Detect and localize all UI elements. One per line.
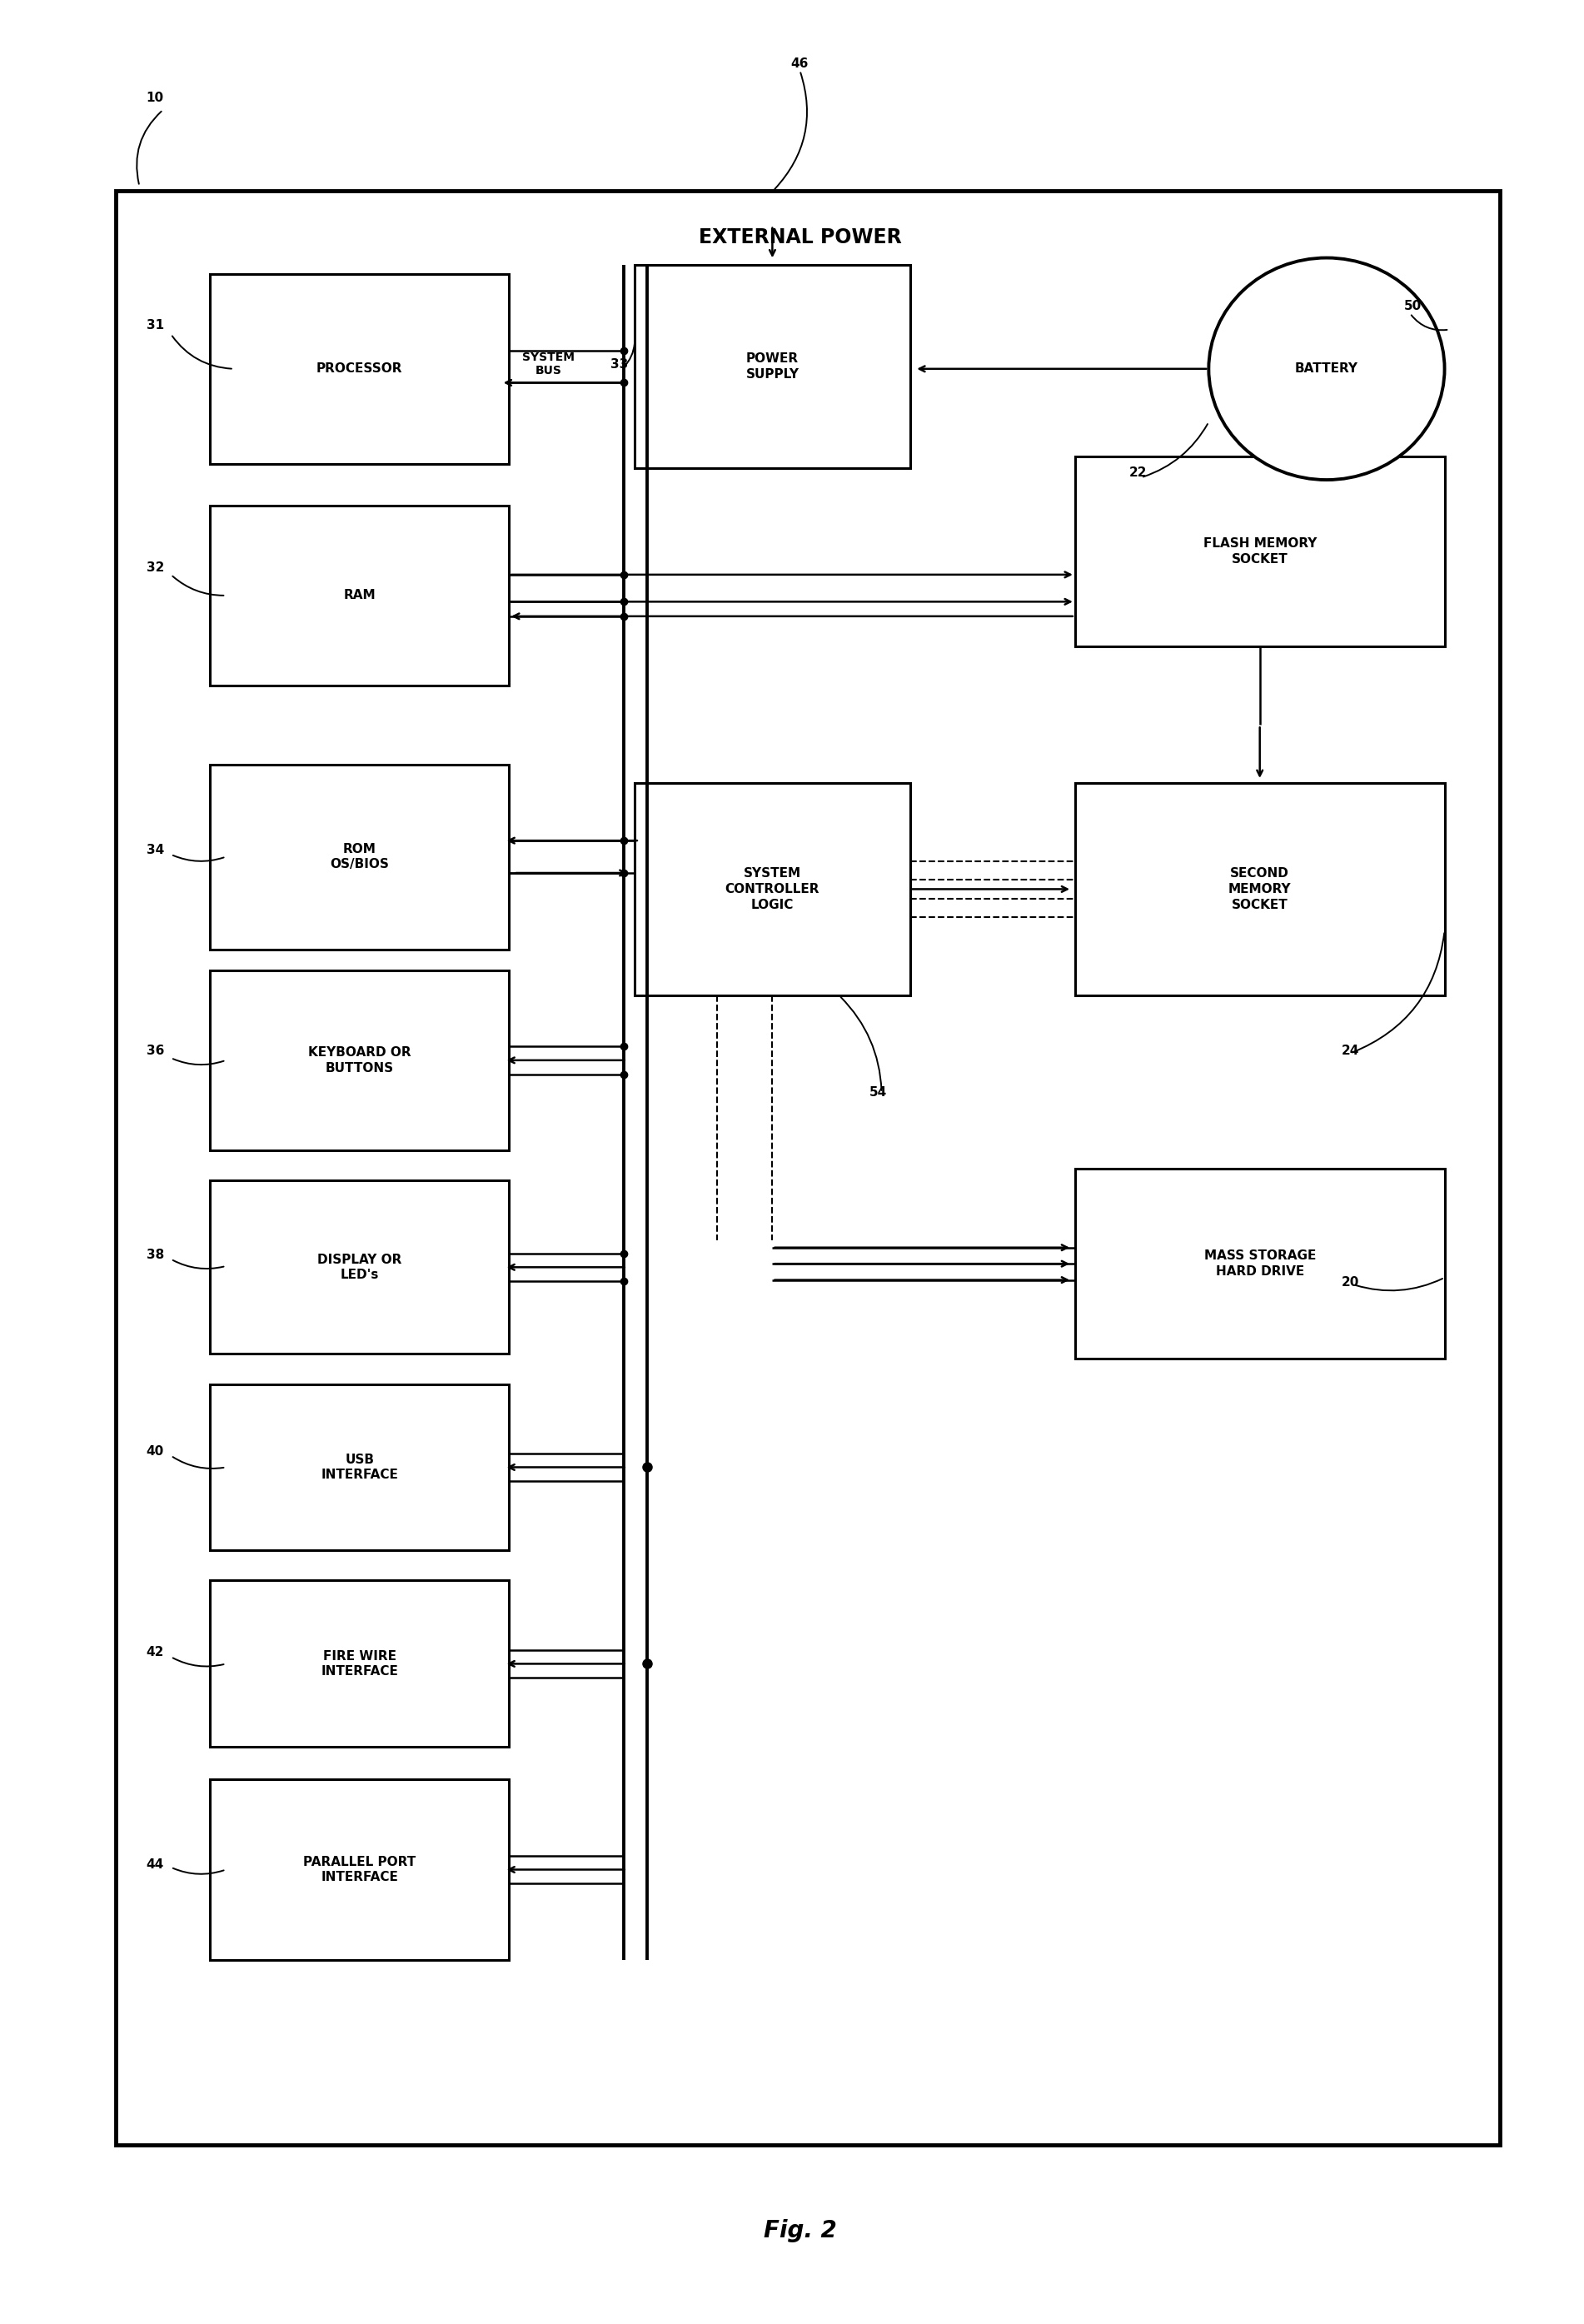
Text: BATTERY: BATTERY bbox=[1296, 363, 1357, 374]
Text: RAM: RAM bbox=[344, 590, 375, 602]
Text: EXTERNAL POWER: EXTERNAL POWER bbox=[699, 228, 901, 246]
Text: PARALLEL PORT
INTERFACE: PARALLEL PORT INTERFACE bbox=[303, 1855, 417, 1882]
Bar bbox=[635, 783, 909, 995]
Text: MASS STORAGE
HARD DRIVE: MASS STORAGE HARD DRIVE bbox=[1204, 1250, 1316, 1278]
Text: DISPLAY OR
LED's: DISPLAY OR LED's bbox=[317, 1253, 402, 1281]
Text: ROM
OS/BIOS: ROM OS/BIOS bbox=[329, 844, 390, 872]
Text: 42: 42 bbox=[146, 1645, 165, 1659]
Bar bbox=[211, 1385, 508, 1550]
Text: FIRE WIRE
INTERFACE: FIRE WIRE INTERFACE bbox=[322, 1650, 398, 1678]
Text: SYSTEM
CONTROLLER
LOGIC: SYSTEM CONTROLLER LOGIC bbox=[725, 867, 819, 911]
Text: 33: 33 bbox=[610, 358, 627, 370]
Text: SECOND
MEMORY
SOCKET: SECOND MEMORY SOCKET bbox=[1228, 867, 1291, 911]
Text: FLASH MEMORY
SOCKET: FLASH MEMORY SOCKET bbox=[1202, 537, 1316, 565]
Bar bbox=[211, 274, 508, 465]
Bar bbox=[211, 504, 508, 686]
Text: 46: 46 bbox=[790, 58, 809, 70]
Text: POWER
SUPPLY: POWER SUPPLY bbox=[746, 353, 798, 381]
Bar bbox=[211, 969, 508, 1150]
Text: USB
INTERFACE: USB INTERFACE bbox=[322, 1452, 398, 1480]
Bar bbox=[211, 765, 508, 948]
Text: 36: 36 bbox=[146, 1046, 165, 1057]
Text: 40: 40 bbox=[146, 1446, 165, 1457]
Text: 44: 44 bbox=[146, 1859, 165, 1871]
Text: KEYBOARD OR
BUTTONS: KEYBOARD OR BUTTONS bbox=[309, 1046, 412, 1074]
Bar bbox=[211, 1580, 508, 1748]
Bar bbox=[1076, 458, 1445, 646]
Bar bbox=[211, 1181, 508, 1355]
Bar bbox=[211, 1780, 508, 1959]
Bar bbox=[1076, 1169, 1445, 1360]
Text: 32: 32 bbox=[146, 562, 165, 574]
Text: 31: 31 bbox=[146, 318, 165, 330]
Text: 50: 50 bbox=[1405, 300, 1422, 314]
Bar bbox=[1076, 783, 1445, 995]
Text: PROCESSOR: PROCESSOR bbox=[317, 363, 402, 374]
Text: SYSTEM
BUS: SYSTEM BUS bbox=[523, 351, 575, 376]
Text: 10: 10 bbox=[146, 93, 165, 105]
Bar bbox=[635, 265, 909, 467]
Bar bbox=[116, 191, 1500, 2145]
Text: 34: 34 bbox=[146, 844, 165, 855]
Text: 20: 20 bbox=[1342, 1276, 1359, 1287]
Text: 54: 54 bbox=[870, 1085, 887, 1099]
Ellipse shape bbox=[1209, 258, 1445, 479]
Text: Fig. 2: Fig. 2 bbox=[763, 2219, 836, 2243]
Text: 38: 38 bbox=[146, 1248, 165, 1260]
Text: 24: 24 bbox=[1342, 1046, 1359, 1057]
Text: 22: 22 bbox=[1129, 467, 1147, 479]
